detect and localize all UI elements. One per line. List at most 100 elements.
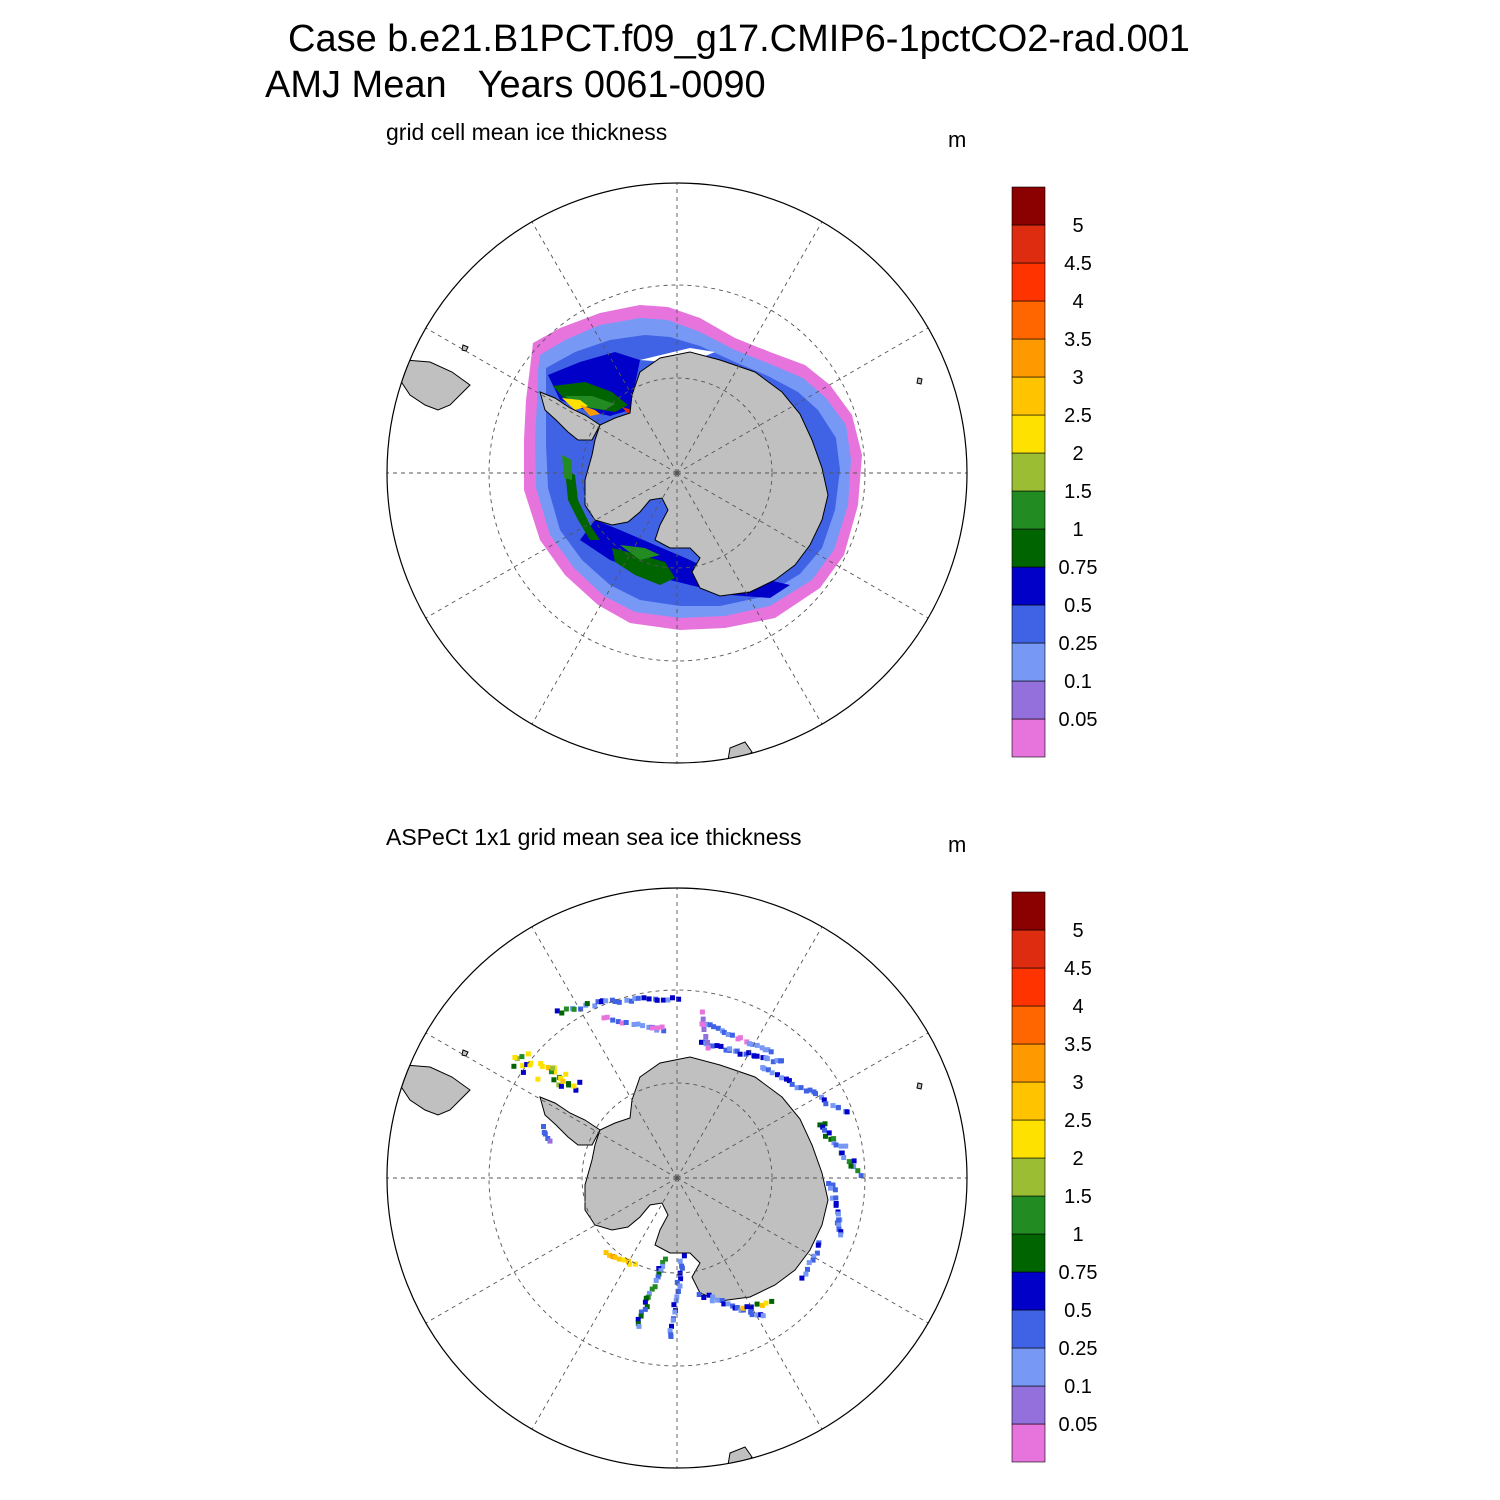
track-cell (803, 1271, 809, 1277)
track-cell (656, 1271, 662, 1277)
track-cell (734, 1305, 740, 1310)
ice-orange-spot (580, 405, 600, 416)
colorbar-tick-label: 2 (1072, 443, 1083, 465)
track-cell (638, 1313, 644, 1319)
track-cell (700, 1022, 706, 1028)
track-cell (542, 1131, 548, 1137)
track-cell (539, 1063, 545, 1069)
track-cell (672, 1309, 678, 1315)
colorbar-tick-label: 0.5 (1064, 595, 1092, 617)
antarctica-landmass (584, 351, 829, 597)
colorbar-tick-label: 2 (1072, 1148, 1083, 1170)
colorbar-swatch (1011, 1385, 1046, 1425)
track-cell (752, 1053, 757, 1059)
colorbar-swatch (1011, 967, 1046, 1007)
track-cell (786, 1078, 792, 1084)
colorbar-swatch (1011, 566, 1046, 606)
track-cell (784, 1076, 789, 1082)
track-cell (768, 1049, 774, 1055)
track-cell (810, 1257, 816, 1263)
track-cell (612, 1254, 618, 1260)
track-cell (737, 1035, 743, 1041)
track-cell (830, 1103, 836, 1109)
colorbar-swatch (1011, 452, 1046, 492)
track-cell (779, 1075, 785, 1081)
track-cell (551, 1077, 557, 1083)
track-cell (831, 1136, 837, 1142)
track-cell (760, 1055, 766, 1061)
colorbar-swatch (1011, 300, 1046, 340)
track-cell (746, 1041, 752, 1047)
track-cell (677, 1258, 683, 1264)
meridian-line (676, 472, 823, 725)
colorbar-swatch (1011, 1005, 1046, 1045)
track-cell (621, 1257, 627, 1263)
track-cell (714, 1043, 720, 1049)
track-cell (817, 1122, 823, 1128)
panel1-graticule (387, 183, 967, 763)
track-cell (603, 998, 609, 1004)
track-cell (754, 1053, 760, 1059)
track-cell (512, 1055, 518, 1060)
colorbar-swatch (1011, 1271, 1046, 1311)
meridian-line (531, 1177, 678, 1430)
track-cell (699, 1039, 704, 1045)
panel2-units: m (948, 832, 967, 857)
track-cell (667, 1328, 673, 1334)
track-cell (765, 1067, 771, 1073)
colorbar-tick-label: 1.5 (1064, 1186, 1092, 1208)
track-cell (519, 1054, 525, 1060)
track-cell (670, 1317, 676, 1323)
track-cell (721, 1030, 727, 1035)
figure-title-case: Case b.e21.B1PCT.f09_g17.CMIP6-1pctCO2-r… (288, 18, 1190, 60)
track-cell (633, 1261, 638, 1267)
meridian-line (676, 472, 929, 619)
meridian-line (531, 472, 678, 725)
antarctic-peninsula (539, 1096, 601, 1146)
track-cell (843, 1143, 849, 1149)
track-cell (660, 1263, 666, 1269)
colorbar-swatch (1011, 1347, 1046, 1387)
track-cell (719, 1298, 725, 1303)
meridian-line (676, 1177, 823, 1430)
track-cell (701, 1295, 707, 1300)
track-cell (754, 1042, 760, 1048)
colorbar-swatch (1011, 1043, 1046, 1083)
ice-red-spot (622, 407, 632, 414)
track-cell (830, 1182, 836, 1188)
track-cell (627, 1261, 633, 1267)
track-cell (560, 1078, 566, 1084)
track-cell (832, 1187, 838, 1193)
colorbar-tick-label: 0.1 (1064, 1376, 1092, 1398)
panel2-map-border (386, 887, 968, 1469)
track-cell (789, 1081, 795, 1087)
track-cell (755, 1312, 761, 1318)
track-cell (601, 1015, 607, 1021)
figure-title-period: AMJ Mean Years 0061-0090 (265, 64, 766, 106)
track-cell (701, 1027, 707, 1032)
track-cell (595, 999, 601, 1005)
colorbar-tick-label: 4.5 (1064, 958, 1092, 980)
track-cell (616, 999, 622, 1005)
track-cell (547, 1138, 553, 1144)
track-cell (775, 1072, 780, 1078)
colorbar-swatch (1011, 1233, 1046, 1273)
colorbar-tick-label: 2.5 (1064, 405, 1092, 427)
colorbar-swatch (1011, 1423, 1046, 1463)
track-cell (609, 997, 615, 1003)
track-cell (759, 1045, 765, 1051)
track-cell (623, 1020, 629, 1025)
track-cell (520, 1069, 526, 1075)
track-cell (661, 1028, 667, 1034)
meridian-line (676, 1177, 929, 1324)
ice-ross-green2 (620, 545, 660, 560)
track-cell (833, 1195, 839, 1201)
track-cell (822, 1121, 828, 1127)
meridian-line (425, 472, 678, 619)
track-cell (705, 1045, 711, 1051)
track-cell (839, 1150, 845, 1156)
track-cell (838, 1143, 844, 1149)
colorbar-swatch (1011, 414, 1046, 454)
track-cell (709, 1043, 715, 1049)
